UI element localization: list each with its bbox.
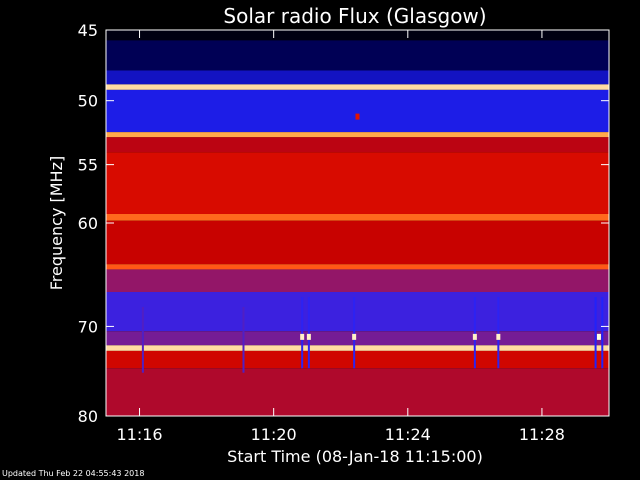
spectrum-band-15 [106, 350, 609, 369]
plot-area [106, 30, 609, 416]
spectrum-band-7 [106, 152, 609, 214]
y-tick-label-60: 60 [78, 214, 98, 233]
hot-spot-5 [596, 333, 601, 340]
y-axis: 45 50 55 60 70 80 [78, 21, 609, 426]
spectrum-band-6 [106, 137, 609, 153]
y-tick-label-45: 45 [78, 21, 98, 40]
x-tick-label-11:24: 11:24 [385, 425, 431, 444]
spectrum-band-0 [106, 30, 609, 41]
hot-spot-2 [352, 333, 357, 340]
spectrum-band-16 [106, 368, 609, 416]
hot-spot-0 [300, 333, 305, 340]
spectrum-band-12 [106, 292, 609, 332]
y-tick-label-50: 50 [78, 92, 98, 111]
y-tick-label-55: 55 [78, 156, 98, 175]
updated-timestamp: Updated Thu Feb 22 04:55:43 2018 [2, 469, 145, 478]
burst-streak-4 [353, 297, 356, 369]
spectrum-band-11 [106, 269, 609, 293]
spectrum-band-13 [106, 331, 609, 346]
spectrum-band-8 [106, 213, 609, 221]
burst-streak-2 [301, 297, 304, 369]
burst-streak-0 [141, 306, 144, 373]
hot-spot-1 [306, 333, 311, 340]
burst-streak-3 [307, 297, 310, 369]
spectrum-band-4 [106, 89, 609, 133]
x-tick-label-11:20: 11:20 [251, 425, 297, 444]
spectrum-band-1 [106, 40, 609, 71]
chart-title: Solar radio Flux (Glasgow) [223, 4, 486, 28]
spectrum-band-5 [106, 132, 609, 138]
burst-streak-8 [601, 297, 604, 369]
spectrum-band-14 [106, 345, 609, 351]
y-axis-label: Frequency [MHz] [47, 156, 66, 290]
x-tick-label-11:28: 11:28 [519, 425, 565, 444]
hot-spot-4 [496, 333, 501, 340]
burst-streak-5 [473, 297, 476, 369]
x-axis-label: Start Time (08-Jan-18 11:15:00) [227, 447, 483, 466]
burst-streak-6 [497, 297, 500, 369]
y-tick-label-80: 80 [78, 407, 98, 426]
burst-streak-7 [594, 297, 597, 369]
hot-spot-3 [472, 333, 477, 340]
spectrum-band-2 [106, 70, 609, 85]
spectrum-band-3 [106, 84, 609, 90]
y-tick-label-70: 70 [78, 317, 98, 336]
x-axis: 11:16 11:20 11:24 11:28 [116, 30, 565, 444]
burst-streak-1 [242, 306, 245, 373]
x-tick-label-11:16: 11:16 [116, 425, 162, 444]
hot-spot-6 [355, 113, 360, 120]
spectrum-band-9 [106, 220, 609, 265]
spectrum-band-10 [106, 264, 609, 270]
